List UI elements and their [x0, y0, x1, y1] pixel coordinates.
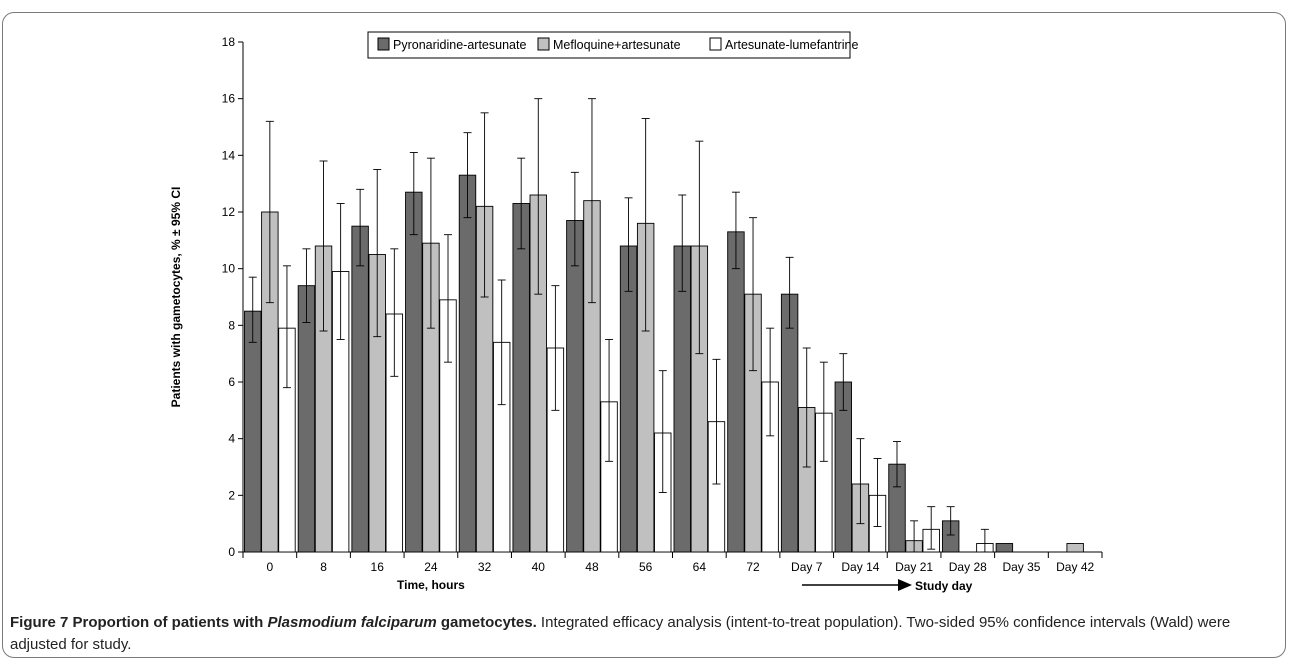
y-axis-title: Patients with gametocytes, % ± 95% CI — [169, 187, 183, 408]
caption-text: Integrated efficacy analysis (intent-to-… — [10, 614, 1231, 653]
bar — [673, 245, 691, 553]
x-tick-label: 56 — [639, 560, 653, 574]
x-axis-title: Time, hours — [397, 578, 465, 592]
x-tick-label: 8 — [320, 560, 327, 574]
legend-swatch — [709, 37, 722, 51]
x-tick-label: Day 21 — [895, 560, 933, 574]
legend-label: Artesunate-lumefantrine — [725, 38, 858, 52]
y-tick-label: 18 — [222, 35, 236, 49]
y-tick-label: 6 — [228, 375, 235, 389]
x-tick-label: 72 — [746, 560, 760, 574]
bar — [405, 191, 423, 553]
x-tick-label: 24 — [424, 560, 438, 574]
legend-box — [367, 31, 851, 59]
x-tick-label: 64 — [693, 560, 707, 574]
bar — [780, 293, 799, 553]
y-tick-label: 14 — [222, 148, 236, 162]
x-tick-label: 48 — [585, 560, 599, 574]
x-tick-label: 40 — [532, 560, 546, 574]
x-tick-label: Day 28 — [949, 560, 987, 574]
bar — [995, 543, 1014, 553]
x-tick-label: 0 — [267, 560, 274, 574]
legend-label: Pyronaridine-artesunate — [393, 38, 526, 52]
bar — [512, 203, 530, 553]
bar — [458, 174, 477, 553]
caption-species: Plasmodium falciparum — [267, 614, 437, 631]
legend-label: Mefloquine+artesunate — [553, 38, 681, 52]
caption-figure-label: Figure 7 Proportion of patients with — [10, 614, 268, 631]
x-tick-label: Day 14 — [841, 560, 879, 574]
x-tick-label: 32 — [478, 560, 492, 574]
x-tick-label: Day 7 — [791, 560, 823, 574]
y-tick-label: 2 — [228, 488, 235, 502]
bar — [566, 220, 584, 553]
y-tick-label: 8 — [228, 318, 235, 332]
y-tick-label: 4 — [228, 432, 235, 446]
x-tick-label: 16 — [371, 560, 385, 574]
figure-caption: Figure 7 Proportion of patients with Pla… — [10, 612, 1280, 656]
x-tick-label: Day 42 — [1056, 560, 1094, 574]
y-tick-label: 10 — [222, 262, 236, 276]
legend-swatch — [537, 37, 550, 51]
bar — [727, 231, 745, 553]
bar — [1066, 543, 1084, 553]
x-tick-label: Day 35 — [1002, 560, 1040, 574]
bar — [619, 245, 638, 553]
bar — [297, 285, 316, 553]
bar — [351, 225, 369, 553]
bar — [244, 310, 262, 553]
caption-title-end: gametocytes. — [436, 614, 537, 631]
secondary-x-axis-title: Study day — [915, 579, 973, 593]
study-day-arrowhead — [898, 579, 912, 591]
figure-frame — [2, 12, 1286, 658]
y-tick-label: 16 — [222, 92, 236, 106]
y-tick-label: 12 — [222, 205, 236, 219]
y-tick-label: 0 — [228, 545, 235, 559]
legend-swatch — [377, 37, 390, 51]
